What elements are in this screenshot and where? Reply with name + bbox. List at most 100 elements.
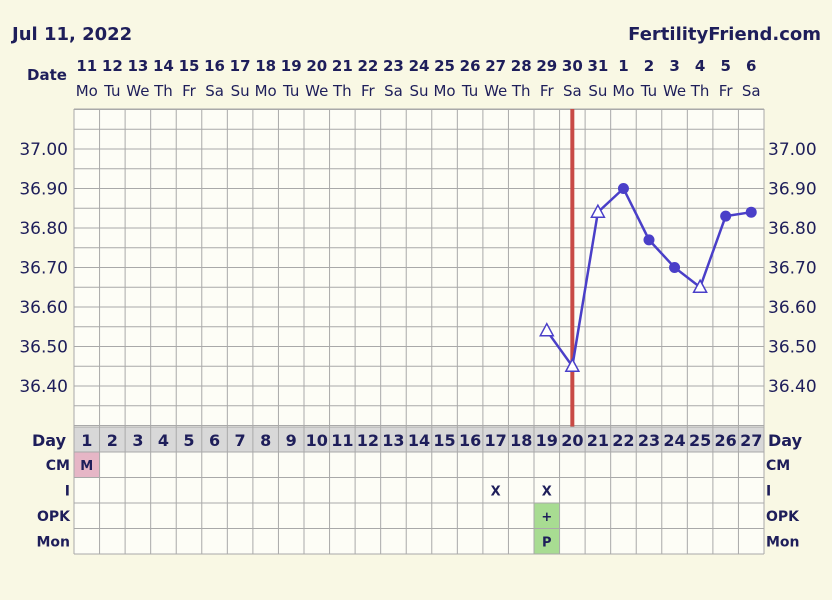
weekday-label: Sa [563,82,582,100]
weekday-label: Th [511,82,531,100]
observation-row [74,528,764,554]
y-tick-label-left: 36.90 [19,180,68,200]
cycle-day-label: 21 [587,431,609,450]
date-label: 19 [281,57,302,75]
cycle-day-label: 15 [433,431,455,450]
cycle-day-label: 6 [209,431,220,450]
weekday-label: Mo [76,82,98,100]
date-label: 3 [669,57,679,75]
cycle-day-label: 3 [132,431,143,450]
date-label: 16 [204,57,225,75]
weekday-labels: Mo Tu We Th Fr Sa Su Mo Tu We Th Fr Sa Su Mo Tu We Th Fr Sa… [76,82,761,100]
weekday-label: Mo [255,82,277,100]
cycle-day-row [74,427,764,452]
cycle-day-label: 11 [331,431,353,450]
weekday-label: Mo [433,82,455,100]
cycle-day-label: 19 [536,431,558,450]
cycle-day-label: 14 [408,431,430,450]
y-tick-label-left: 36.80 [19,219,68,239]
cycle-day-label: 18 [510,431,532,450]
y-tick-label-left: 36.60 [19,298,68,318]
weekday-label: Mo [612,82,634,100]
weekday-label: Tu [640,82,657,100]
date-row-label: Date [27,66,67,84]
weekday-label: Fr [361,82,376,100]
date-label: 28 [511,57,532,75]
cycle-day-label: 13 [382,431,404,450]
weekday-label: Sa [205,82,224,100]
date-label: 4 [695,57,705,75]
y-tick-label-right: 36.40 [768,377,817,397]
y-tick-label-right: 36.60 [768,298,817,318]
cycle-day-label: 9 [286,431,297,450]
weekday-label: Tu [103,82,120,100]
observation-row-label-left: Mon [36,535,70,551]
weekday-label: Su [231,82,250,100]
temperature-point-open [564,357,581,372]
observation-cell-text: + [541,510,552,525]
date-label: 12 [102,57,123,75]
weekday-label: Tu [461,82,478,100]
date-label: 11 [76,57,97,75]
observation-cell-text: P [542,536,552,551]
observation-cell-fill [534,528,560,554]
observation-cell-fill [534,503,560,529]
weekday-label: We [126,82,149,100]
cycle-day-label: 27 [740,431,762,450]
weekday-label: Fr [540,82,555,100]
y-tick-label-right: 37.00 [768,140,817,160]
weekday-label: We [484,82,507,100]
observation-row-label-right: OPK [766,509,800,525]
cycle-day-label: 23 [638,431,660,450]
temperature-point-open [539,322,555,337]
weekday-label: Fr [719,82,734,100]
date-label: 27 [485,57,506,75]
temperature-point [669,262,681,273]
date-label: 20 [306,57,327,75]
observation-row [74,452,764,478]
weekday-label: Sa [742,82,761,100]
weekday-label: Tu [282,82,299,100]
y-tick-label-left: 36.50 [19,338,68,358]
date-label: 5 [720,57,730,75]
date-label: 30 [562,57,583,75]
date-label: 22 [357,57,378,75]
cycle-day-label: 8 [260,431,271,450]
weekday-label: Th [332,82,352,100]
date-label: 13 [127,57,148,75]
temperature-grid [73,108,765,427]
temperature-series [539,183,757,372]
date-label: 17 [230,57,251,75]
observation-cell-fill [74,452,100,478]
cycle-day-label: 26 [715,431,737,450]
temperature-tick-labels: 37.00 37.00 36.90 36.90 36.80 36.80 36.70 36.70… [19,140,816,397]
cycle-day-label: 2 [107,431,118,450]
observation-row [74,477,764,503]
observation-cell-text: X [542,485,552,500]
y-tick-label-right: 36.80 [768,219,817,239]
observation-cell-text: M [80,459,93,474]
cycle-day-label: 12 [357,431,379,450]
date-label: 31 [587,57,608,75]
observation-row-label-left: I [65,484,70,500]
date-label: 24 [409,57,430,75]
observation-row-label-right: CM [766,458,790,474]
cycle-day-label: 7 [235,431,246,450]
temperature-point [617,183,629,194]
date-label: 1 [618,57,628,75]
day-row-label-left: Day [32,431,67,450]
weekday-label: Sa [384,82,403,100]
observation-cell-text: X [491,485,501,500]
date-label: 14 [153,57,174,75]
observation-row-label-right: Mon [766,535,800,551]
weekday-label: Su [409,82,428,100]
cycle-day-label: 22 [612,431,634,450]
cycle-day-label: 20 [561,431,583,450]
y-tick-label-left: 36.70 [19,259,68,279]
weekday-label: Th [153,82,173,100]
observation-row-label-left: OPK [37,509,71,525]
weekday-label: Su [588,82,607,100]
temperature-point [720,210,732,222]
